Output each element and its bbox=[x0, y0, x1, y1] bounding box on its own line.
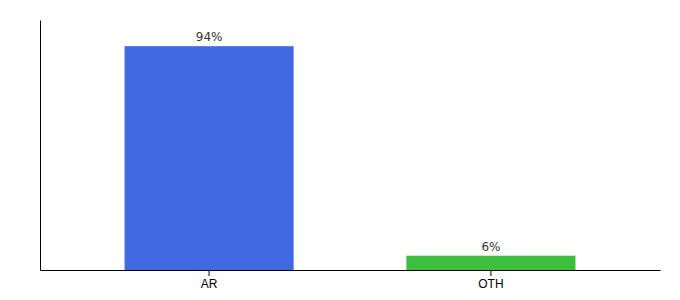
x-tick-label: OTH bbox=[478, 277, 503, 291]
bar bbox=[125, 46, 294, 270]
chart: 94% 6% AR OTH bbox=[0, 0, 680, 300]
bars bbox=[125, 46, 576, 270]
x-axis: AR OTH bbox=[41, 270, 661, 291]
data-labels: 94% 6% bbox=[196, 30, 501, 254]
plot: 94% 6% AR OTH bbox=[41, 21, 661, 291]
data-label: 6% bbox=[481, 240, 500, 254]
y-axis-line bbox=[40, 21, 41, 271]
x-tick: AR bbox=[201, 270, 218, 291]
data-label: 94% bbox=[196, 30, 223, 44]
y-axis bbox=[40, 21, 41, 271]
bar bbox=[406, 256, 575, 270]
x-tick-label: AR bbox=[201, 277, 218, 291]
x-tick-mark bbox=[490, 270, 491, 276]
x-axis-line bbox=[41, 270, 661, 271]
x-tick-mark bbox=[209, 270, 210, 276]
x-tick: OTH bbox=[478, 270, 503, 291]
